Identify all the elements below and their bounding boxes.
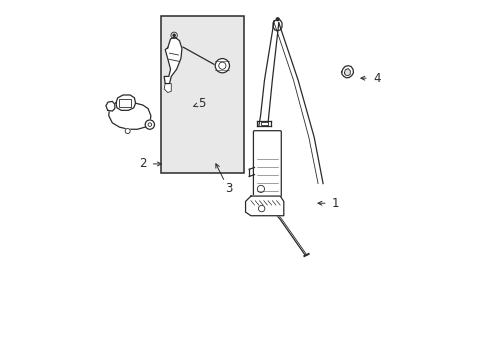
Text: 3: 3 — [224, 183, 232, 195]
Text: 5: 5 — [198, 97, 205, 110]
Polygon shape — [116, 95, 135, 111]
Circle shape — [145, 120, 154, 129]
Bar — [160, 16, 244, 173]
Polygon shape — [164, 37, 182, 84]
Text: 1: 1 — [331, 197, 339, 210]
Circle shape — [173, 34, 175, 36]
Text: 2: 2 — [139, 157, 146, 170]
Polygon shape — [272, 19, 282, 31]
Polygon shape — [106, 102, 115, 111]
Polygon shape — [245, 196, 283, 216]
Polygon shape — [341, 66, 353, 78]
Polygon shape — [164, 84, 171, 93]
Circle shape — [125, 129, 130, 134]
Circle shape — [215, 59, 229, 73]
Text: 4: 4 — [372, 72, 380, 85]
Circle shape — [276, 18, 279, 21]
Bar — [119, 99, 131, 107]
Polygon shape — [344, 68, 349, 76]
FancyBboxPatch shape — [253, 131, 281, 199]
Bar — [260, 122, 267, 125]
